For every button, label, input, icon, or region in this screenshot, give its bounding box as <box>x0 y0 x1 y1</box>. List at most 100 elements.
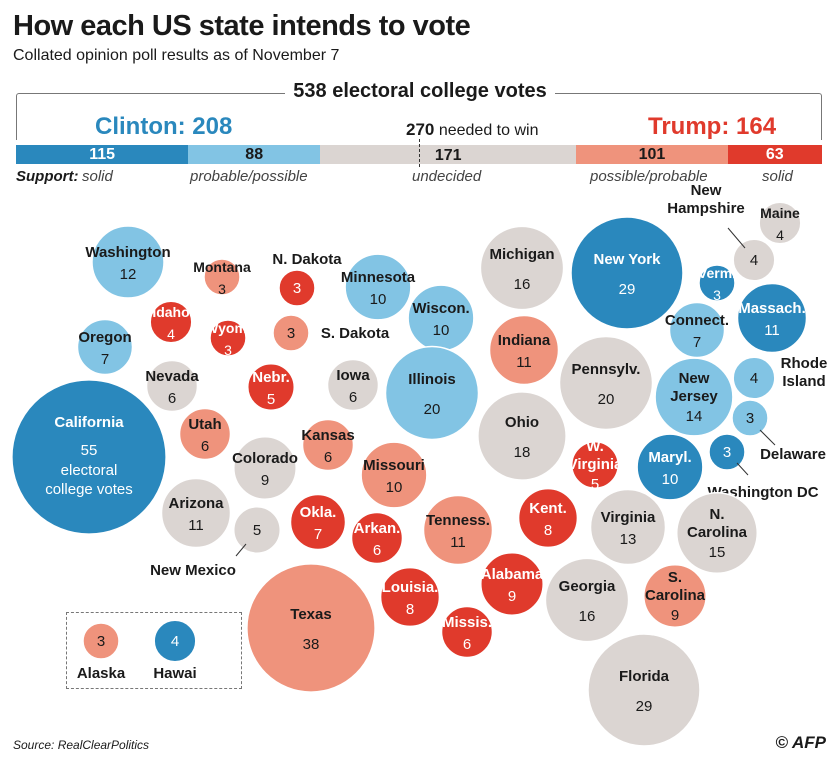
state-bubble-maine: Maine 4 <box>758 201 802 245</box>
bubble-circle <box>209 319 247 357</box>
bubble-label: Okla. <box>300 504 337 521</box>
bubble-circle <box>160 477 232 549</box>
bubble-votes: 8 <box>544 522 552 539</box>
bubble-label: Verm. <box>698 265 736 281</box>
bubble-votes: 3 <box>224 342 232 358</box>
bubble-circle <box>82 622 120 660</box>
support-category-label: solid <box>762 168 793 185</box>
bar-segment-clinton-probable: 88 <box>188 145 321 164</box>
state-bubble-wyom: Wyom. 3 <box>205 319 251 358</box>
state-bubble-iowa: Iowa 6 <box>326 358 380 412</box>
bubble-label: N. <box>710 506 725 523</box>
bubble-circle <box>91 225 165 299</box>
bubble-circle <box>233 436 297 500</box>
bubble-votes: 16 <box>579 608 596 625</box>
leader-line <box>235 543 247 557</box>
bubble-votes: 7 <box>314 526 322 543</box>
state-bubble-washington: Washington 12 <box>85 225 171 299</box>
bubble-votes: 11 <box>516 354 532 371</box>
bubble-votes: 5 <box>253 522 261 539</box>
leader-line <box>759 429 776 446</box>
bubble-votes: 6 <box>463 636 471 653</box>
bubble-label: Connect. <box>665 312 729 329</box>
bubble-label: S. Dakota <box>321 325 390 342</box>
bubble-circle <box>480 552 544 616</box>
bubble-label: W. <box>586 438 604 455</box>
bubble-label: Missouri <box>363 457 425 474</box>
bubble-label: Illinois <box>408 371 456 388</box>
page-title: How each US state intends to vote <box>13 10 471 42</box>
state-bubble-verm: Verm. 3 <box>698 264 736 303</box>
leader-line <box>736 462 749 476</box>
afp-logo: © AFP <box>775 733 826 752</box>
bubble-label: Rhode <box>781 355 828 372</box>
bubble-votes: 16 <box>514 276 531 293</box>
bubble-circle <box>570 440 620 490</box>
bubble-circle <box>145 359 199 413</box>
bubble-circle <box>153 619 197 663</box>
bubble-circle <box>675 491 759 575</box>
bubble-circle <box>558 335 654 431</box>
state-bubble-arkan: Arkan. 6 <box>350 511 404 565</box>
bubble-votes: 9 <box>261 472 269 489</box>
bubble-circle <box>301 418 355 472</box>
subtitle: Collated opinion poll results as of Nove… <box>13 47 340 64</box>
bubble-label: S. <box>668 569 682 586</box>
state-bubble-wiscon: Wiscon. 10 <box>407 284 475 352</box>
bubble-label: Kent. <box>529 500 567 517</box>
state-bubble-idaho: Idaho 4 <box>149 300 193 344</box>
state-bubble-okla: Okla. 7 <box>289 493 347 551</box>
bubble-label: Hampshire <box>667 200 745 217</box>
support-label: Support: <box>16 168 79 185</box>
bubble-votes: 7 <box>693 334 701 351</box>
bubble-label: Pennsylv. <box>572 361 641 378</box>
bubble-circle <box>278 269 316 307</box>
state-bubble-tenness: Tenness. 11 <box>422 494 494 566</box>
state-bubble-missis: Missis. 6 <box>440 605 494 659</box>
needed-text: needed to win <box>438 122 539 139</box>
bubble-label: Ohio <box>505 414 539 431</box>
bubble-votes: 4 <box>776 227 784 243</box>
state-bubble-nebr: Nebr. 5 <box>246 362 296 412</box>
state-bubble-connect: Connect. 7 <box>665 301 729 359</box>
bubble-label: Maryl. <box>648 449 691 466</box>
alaska-hawaii-inset <box>66 612 242 689</box>
bar-segment-trump-solid: 63 <box>727 145 822 164</box>
state-bubble-colorado: Colorado 9 <box>232 436 298 500</box>
bubble-votes: 3 <box>293 280 301 297</box>
bubble-circle <box>76 318 134 376</box>
state-bubble-new-york: New York 29 <box>570 216 684 330</box>
bubble-circle <box>350 511 404 565</box>
bubble-label: Iowa <box>336 367 370 384</box>
bubble-label: Oregon <box>78 329 131 346</box>
bubble-circle <box>589 488 667 566</box>
state-bubble-n-carolina: N.Carolina 15 <box>675 491 759 575</box>
bubble-label: Arkan. <box>354 520 401 537</box>
state-bubble-michigan: Michigan 16 <box>479 225 565 311</box>
bubble-circle <box>11 379 167 535</box>
state-bubble-louisia: Louisia. 8 <box>379 566 441 628</box>
leader-line <box>727 227 746 249</box>
bubble-votes: 4 <box>167 326 175 342</box>
bubble-label: Alabama <box>481 566 544 583</box>
bubble-circle <box>654 357 734 437</box>
bubble-circle <box>360 441 428 509</box>
state-bubble-missouri: Missouri 10 <box>360 441 428 509</box>
state-bubble-nevada: Nevada 6 <box>145 359 199 413</box>
needed-to-win: 270 needed to win <box>406 120 538 140</box>
bubble-label: Maine <box>760 205 800 221</box>
bubble-votes: 20 <box>598 391 615 408</box>
bubble-circle <box>708 433 746 471</box>
support-category-label: solid <box>82 168 113 185</box>
bubble-votes: 6 <box>168 390 176 407</box>
bubble-label: New <box>691 182 722 199</box>
support-labels: Support: solid probable/possible undecided… <box>0 168 840 188</box>
bubble-circle <box>643 564 707 628</box>
bubble-circle <box>440 605 494 659</box>
state-bubble-pennsylv: Pennsylv. 20 <box>558 335 654 431</box>
